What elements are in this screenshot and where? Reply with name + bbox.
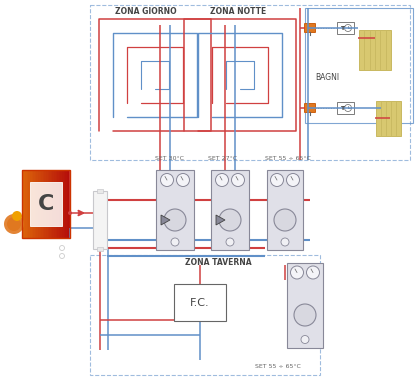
Bar — [359, 30, 391, 70]
Bar — [27, 170, 29, 238]
Polygon shape — [216, 215, 225, 225]
Bar — [59, 170, 60, 238]
Circle shape — [164, 209, 186, 231]
Bar — [29, 170, 30, 238]
Text: T: T — [340, 25, 344, 30]
Text: T: T — [340, 106, 344, 111]
Bar — [30, 182, 62, 226]
Circle shape — [307, 266, 320, 279]
Bar — [22, 170, 70, 238]
Text: SET 55 ÷ 65°C: SET 55 ÷ 65°C — [265, 156, 311, 161]
Bar — [336, 22, 354, 34]
Bar — [25, 170, 27, 238]
Polygon shape — [161, 215, 170, 225]
Bar — [30, 170, 32, 238]
Bar — [68, 170, 70, 238]
Bar — [46, 170, 47, 238]
Bar — [97, 189, 103, 193]
Circle shape — [60, 253, 65, 258]
Bar — [41, 170, 43, 238]
Circle shape — [344, 25, 352, 31]
Bar — [211, 170, 249, 250]
Circle shape — [294, 304, 316, 326]
Text: SET 27°C: SET 27°C — [208, 156, 237, 161]
Circle shape — [171, 238, 179, 246]
Bar — [336, 102, 354, 114]
Circle shape — [60, 245, 65, 250]
Circle shape — [270, 174, 284, 187]
Bar — [39, 170, 41, 238]
Circle shape — [215, 174, 228, 187]
Circle shape — [286, 174, 299, 187]
Text: ZONA TAVERNA: ZONA TAVERNA — [185, 258, 252, 267]
Bar — [33, 170, 35, 238]
Circle shape — [281, 238, 289, 246]
Bar — [67, 170, 68, 238]
Circle shape — [226, 238, 234, 246]
Text: SET 55 ÷ 65°C: SET 55 ÷ 65°C — [255, 364, 301, 369]
Text: C: C — [38, 194, 54, 214]
Bar — [63, 170, 65, 238]
Text: ZONA NOTTE: ZONA NOTTE — [210, 7, 266, 16]
Bar — [54, 170, 55, 238]
Bar — [37, 170, 38, 238]
Circle shape — [231, 174, 244, 187]
FancyBboxPatch shape — [174, 284, 226, 321]
Bar — [267, 170, 303, 250]
Bar — [38, 170, 39, 238]
Bar — [156, 170, 194, 250]
Bar — [97, 247, 103, 251]
Bar — [375, 101, 401, 136]
Bar — [57, 170, 59, 238]
Circle shape — [7, 217, 21, 231]
Bar — [24, 170, 25, 238]
Circle shape — [344, 104, 352, 111]
Text: ZONA GIORNO: ZONA GIORNO — [115, 7, 177, 16]
Text: BAGNI: BAGNI — [315, 73, 339, 82]
Circle shape — [291, 266, 304, 279]
Bar — [22, 170, 24, 238]
Bar — [90, 5, 410, 160]
Bar — [93, 191, 107, 249]
Bar — [47, 170, 49, 238]
Bar — [62, 170, 63, 238]
Circle shape — [160, 174, 173, 187]
FancyBboxPatch shape — [304, 104, 315, 113]
Bar — [55, 170, 57, 238]
Bar — [35, 170, 37, 238]
Text: F.C.: F.C. — [190, 298, 210, 308]
Circle shape — [301, 336, 309, 344]
Text: SET 30°C: SET 30°C — [155, 156, 184, 161]
Bar — [45, 170, 46, 238]
Circle shape — [12, 211, 22, 221]
Bar — [32, 170, 33, 238]
FancyBboxPatch shape — [304, 23, 315, 33]
Bar — [90, 255, 320, 375]
Bar — [43, 170, 45, 238]
Bar — [305, 8, 413, 123]
Bar — [52, 170, 54, 238]
Bar — [65, 170, 67, 238]
Circle shape — [4, 214, 24, 234]
Bar — [49, 170, 51, 238]
Bar — [60, 170, 62, 238]
Bar — [51, 170, 52, 238]
Circle shape — [68, 211, 72, 215]
Bar — [287, 263, 323, 348]
Circle shape — [274, 209, 296, 231]
Circle shape — [176, 174, 189, 187]
Circle shape — [219, 209, 241, 231]
